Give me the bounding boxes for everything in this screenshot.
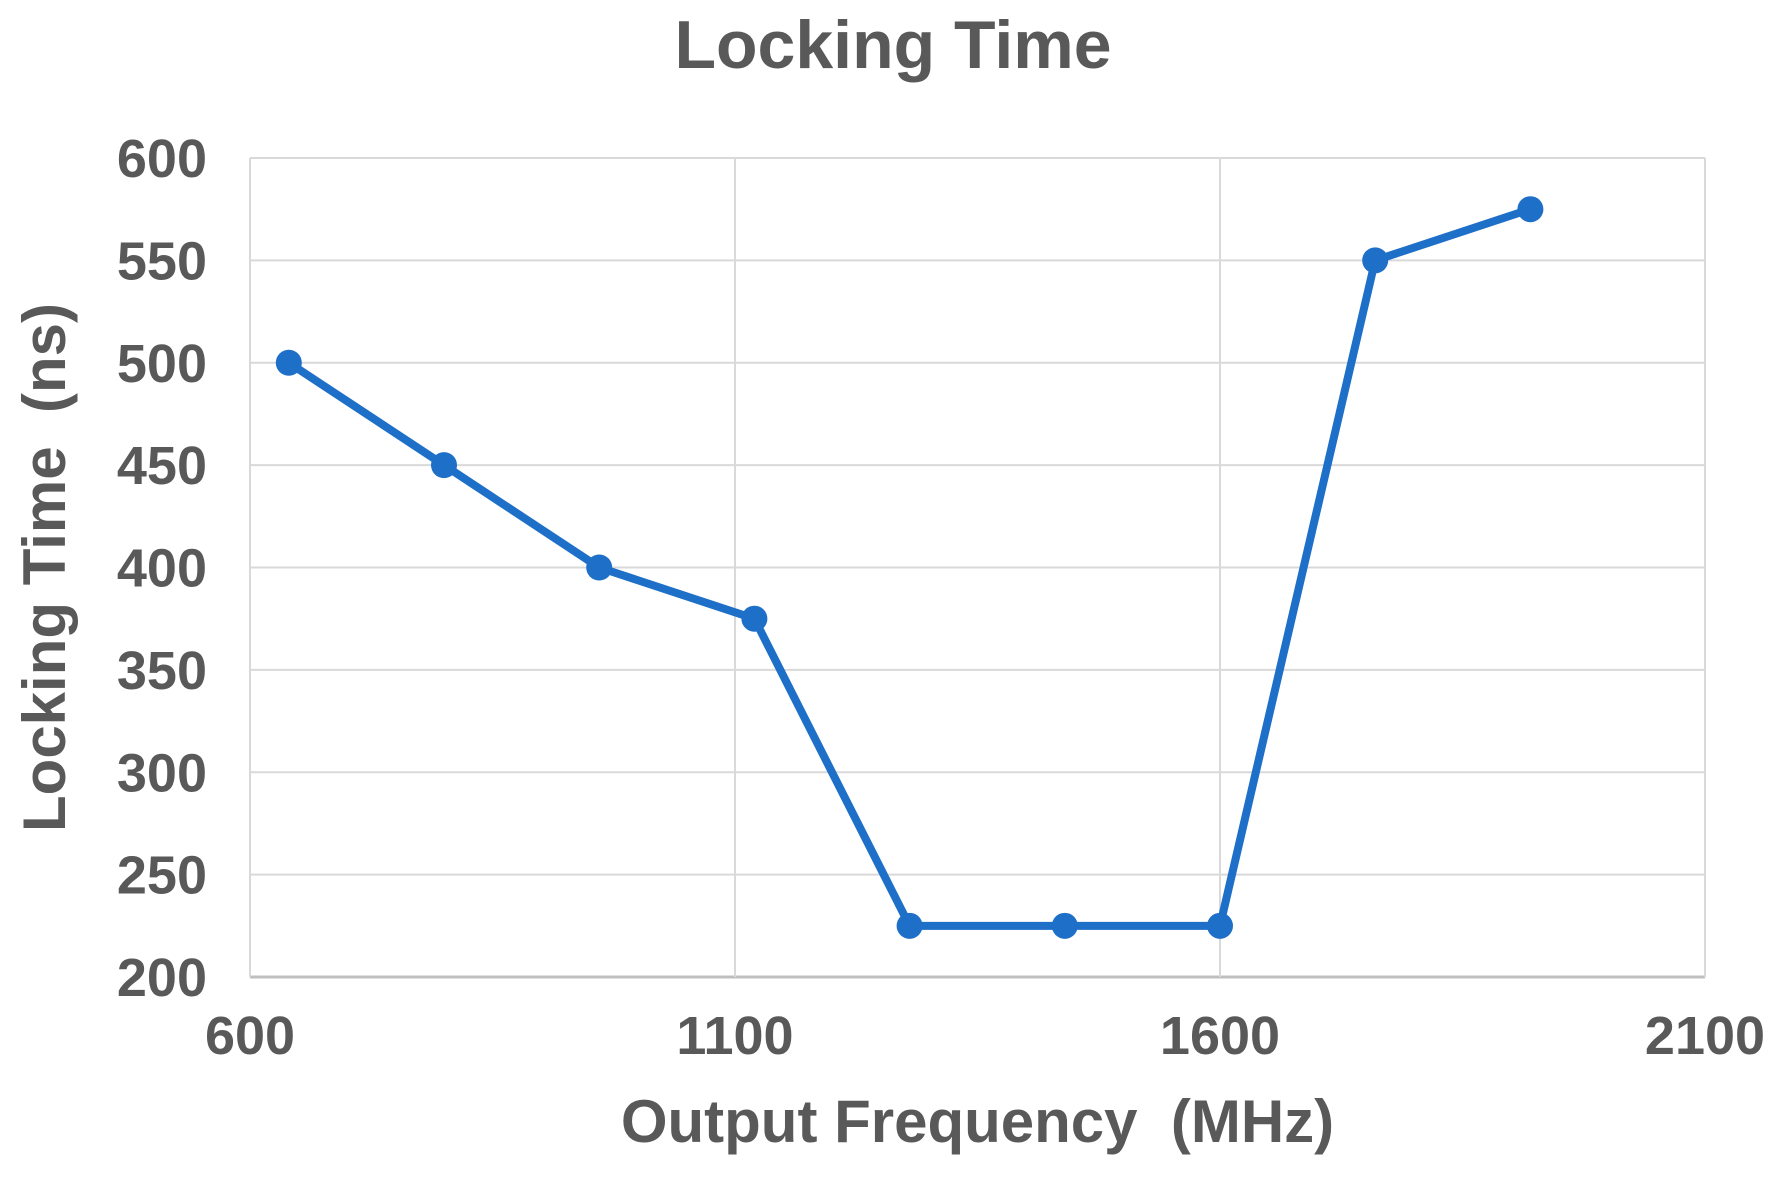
y-tick-label: 600 — [117, 129, 207, 189]
data-point-marker — [586, 554, 613, 581]
data-point-marker — [1051, 912, 1078, 939]
x-axis-title: Output Frequency (MHz) — [620, 1088, 1335, 1155]
y-tick-label: 300 — [117, 743, 207, 803]
data-point-marker — [896, 912, 923, 939]
y-tick-label: 500 — [117, 334, 207, 394]
x-tick-label: 600 — [205, 1006, 295, 1066]
data-point-marker — [741, 605, 768, 632]
data-point-marker — [1517, 196, 1544, 223]
data-point-marker — [1207, 912, 1233, 939]
y-tick-label: 400 — [117, 539, 207, 599]
data-point-marker — [275, 349, 302, 376]
data-point-marker — [431, 452, 457, 479]
y-tick-label: 550 — [117, 231, 207, 291]
chart-title: Locking Time — [674, 7, 1112, 83]
x-tick-label: 1100 — [676, 1006, 793, 1066]
y-tick-label: 350 — [117, 641, 207, 701]
x-tick-label: 2100 — [1645, 1006, 1765, 1066]
y-tick-label: 200 — [117, 948, 207, 1008]
data-point-marker — [1362, 247, 1389, 274]
y-tick-label: 450 — [117, 436, 207, 496]
y-tick-label: 250 — [117, 846, 207, 906]
x-tick-label: 1600 — [1160, 1006, 1280, 1066]
